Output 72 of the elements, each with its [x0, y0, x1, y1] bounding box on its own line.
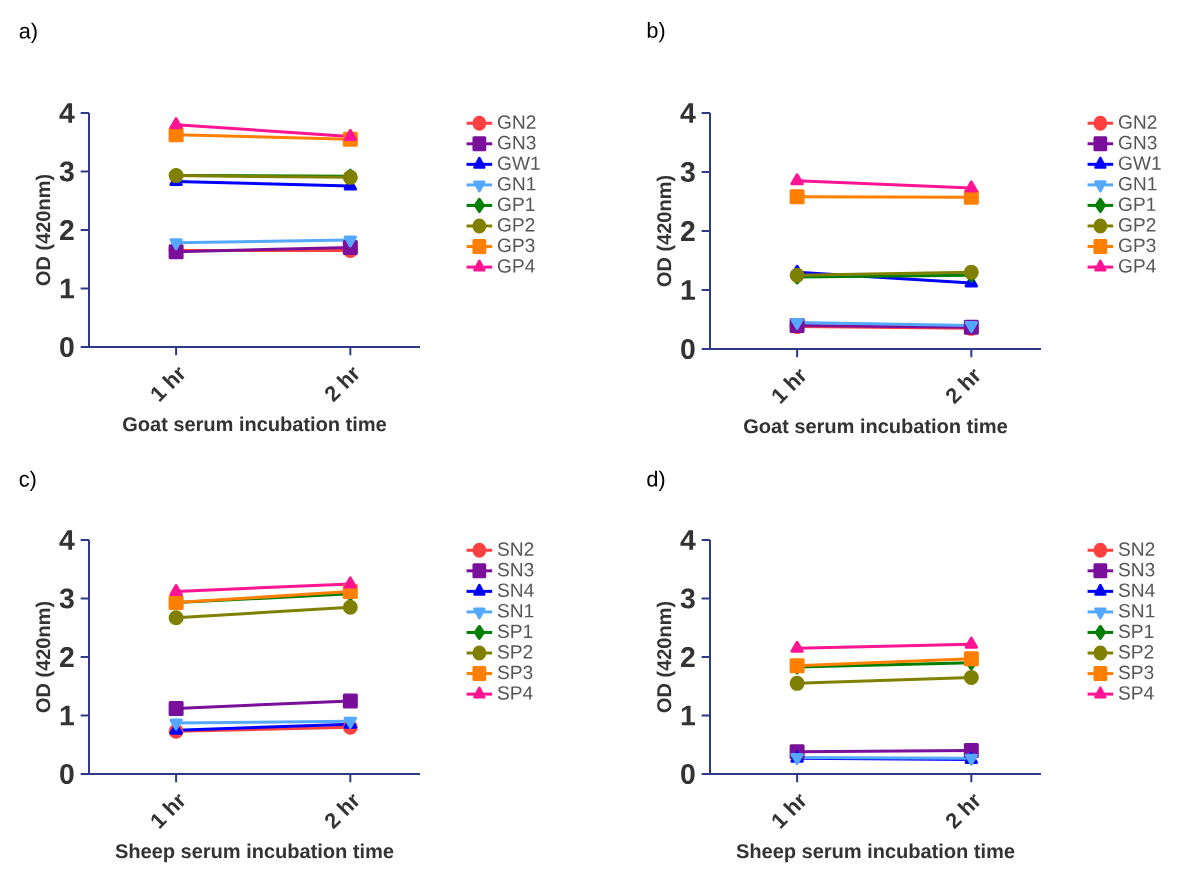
legend-label: SP2 — [497, 645, 533, 659]
legend-label: GN1 — [497, 176, 536, 191]
x-axis-title: Goat serum incubation time — [123, 416, 387, 432]
y-tick-label: 1 — [60, 705, 74, 726]
legend-label: SP4 — [1118, 686, 1154, 700]
x-axis-title: Sheep serum incubation time — [115, 843, 394, 863]
legend-label: SP1 — [497, 624, 533, 639]
legend-label: SN3 — [497, 562, 534, 577]
y-tick-label: 2 — [681, 221, 695, 241]
x-tick-label: 2 hr — [946, 793, 980, 830]
legend-label: GP1 — [497, 197, 535, 212]
y-tick-label: 1 — [681, 280, 695, 300]
legend-label: GP2 — [1118, 218, 1156, 232]
x-axis-title: Goat serum incubation time — [744, 418, 1008, 434]
legend-label: GW1 — [497, 156, 540, 170]
legend-label: SP3 — [497, 665, 533, 680]
chart-title: c) — [19, 470, 36, 491]
y-tick-label: 3 — [59, 588, 74, 609]
y-axis-title: OD (420nm) — [656, 175, 676, 287]
y-tick-label: 0 — [681, 763, 695, 785]
legend-label: SP4 — [497, 686, 533, 700]
legend-label: GP3 — [1118, 238, 1156, 253]
legend-label: SN2 — [497, 542, 534, 556]
legend-label: SP1 — [1118, 624, 1154, 639]
x-tick-label: 1 hr — [772, 793, 806, 829]
legend-label: GN2 — [1118, 115, 1157, 129]
legend-label: GP1 — [1118, 197, 1156, 212]
legend-label: SN2 — [1118, 542, 1155, 556]
y-tick-label: 1 — [681, 705, 695, 726]
legend-label: GN2 — [497, 115, 536, 129]
y-tick-label: 2 — [60, 220, 74, 240]
chart-title: b) — [647, 22, 665, 43]
x-axis-title: Sheep serum incubation time — [736, 843, 1015, 863]
legend-label: GN3 — [1118, 135, 1157, 150]
legend-label: SN4 — [1118, 583, 1155, 597]
legend-label: SN4 — [497, 583, 534, 597]
legend-label: SP2 — [1118, 645, 1154, 659]
legend-label: GW1 — [1118, 156, 1161, 170]
chart-title: d) — [647, 470, 665, 491]
y-tick-label: 0 — [60, 336, 74, 358]
y-tick-label: 4 — [680, 103, 696, 123]
y-tick-label: 2 — [60, 647, 74, 667]
x-tick-label: 2 hr — [946, 368, 980, 405]
y-tick-label: 0 — [60, 763, 74, 785]
legend-label: GP4 — [497, 259, 535, 273]
legend-label: SN1 — [1118, 603, 1155, 618]
x-tick-label: 1 hr — [772, 368, 806, 404]
y-tick-label: 4 — [59, 530, 75, 550]
y-axis-title: OD (420nm) — [35, 174, 55, 286]
y-tick-label: 3 — [680, 588, 695, 609]
x-tick-label: 2 hr — [325, 793, 359, 830]
y-tick-label: 4 — [680, 530, 696, 550]
legend-label: GP2 — [497, 218, 535, 232]
legend-label: SP3 — [1118, 665, 1154, 680]
y-tick-label: 0 — [681, 338, 695, 360]
legend-label: GN1 — [1118, 176, 1157, 191]
x-tick-label: 1 hr — [151, 793, 185, 829]
y-axis-title: OD (420nm) — [35, 601, 55, 713]
y-tick-label: 4 — [59, 103, 75, 123]
chart-title: a) — [19, 22, 37, 43]
x-tick-label: 1 hr — [151, 366, 185, 402]
legend-label: SN1 — [497, 603, 534, 618]
x-tick-label: 2 hr — [325, 366, 359, 403]
y-tick-label: 3 — [680, 161, 695, 183]
y-tick-label: 2 — [681, 647, 695, 667]
y-tick-label: 3 — [59, 161, 74, 182]
legend-label: GP4 — [1118, 259, 1156, 273]
legend-label: SN3 — [1118, 562, 1155, 577]
legend-label: GN3 — [497, 135, 536, 150]
legend-label: GP3 — [497, 238, 535, 253]
y-axis-title: OD (420nm) — [656, 601, 676, 713]
y-tick-label: 1 — [60, 278, 74, 299]
